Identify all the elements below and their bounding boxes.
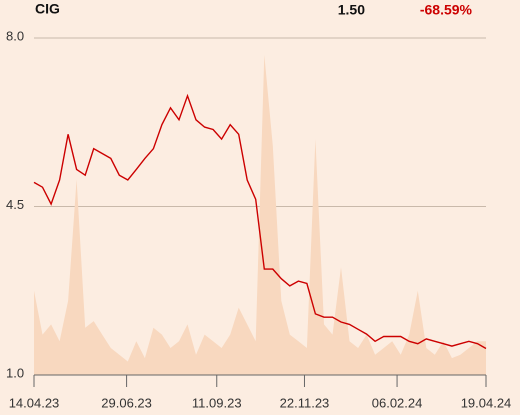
y-tick-label: 1.0	[6, 365, 24, 380]
x-tick-label: 19.04.24	[461, 395, 512, 410]
x-tick-label: 29.06.23	[101, 395, 152, 410]
ticker: CIG	[35, 1, 60, 17]
y-tick-label: 4.5	[6, 197, 24, 212]
x-tick-label: 11.09.23	[192, 395, 242, 410]
last-price: 1.50	[338, 2, 365, 18]
price-line	[33, 93, 487, 350]
x-tick-label: 22.11.23	[280, 395, 330, 410]
volume-area	[34, 54, 486, 376]
change: -68.59%	[420, 2, 473, 18]
x-tick-label: 14.04.23	[9, 395, 60, 410]
x-tick-label: 06.02.24	[372, 395, 423, 410]
y-tick-label: 8.0	[6, 28, 24, 43]
